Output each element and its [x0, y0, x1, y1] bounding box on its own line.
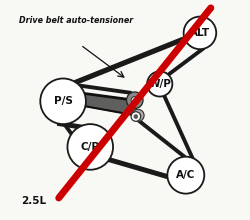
- Text: W/P: W/P: [148, 79, 171, 89]
- Circle shape: [40, 79, 86, 124]
- Text: A/C: A/C: [176, 170, 196, 180]
- Circle shape: [126, 92, 143, 108]
- Circle shape: [147, 71, 172, 97]
- Text: C/P: C/P: [81, 142, 100, 152]
- Circle shape: [132, 109, 144, 121]
- Text: Drive belt auto-tensioner: Drive belt auto-tensioner: [18, 16, 133, 25]
- Circle shape: [167, 157, 204, 194]
- Text: 2.5L: 2.5L: [21, 196, 46, 207]
- Circle shape: [68, 124, 113, 170]
- Text: ALT: ALT: [190, 28, 210, 38]
- Circle shape: [131, 97, 138, 104]
- Circle shape: [184, 16, 216, 49]
- Text: P/S: P/S: [54, 96, 72, 106]
- Circle shape: [134, 115, 138, 119]
- Polygon shape: [83, 93, 136, 116]
- Circle shape: [131, 112, 141, 121]
- Circle shape: [136, 113, 140, 118]
